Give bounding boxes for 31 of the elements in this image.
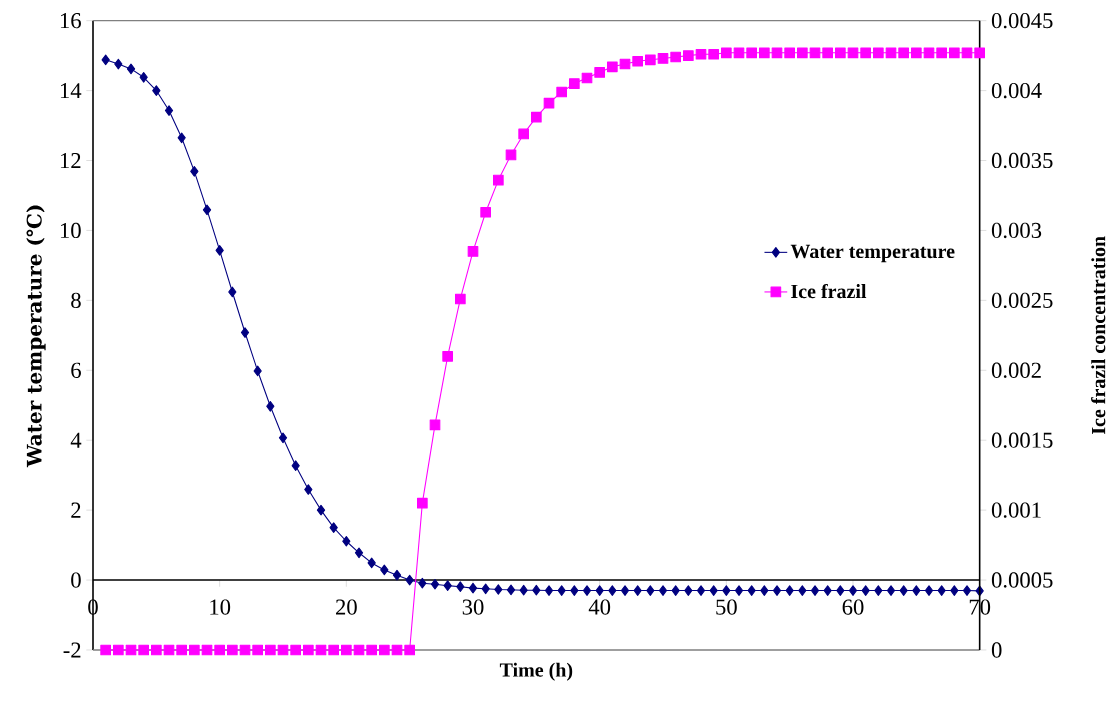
y-tick-label: 10 — [60, 222, 81, 239]
y-tick-label: -2 — [63, 642, 81, 658]
y2-tick-label: 0.004 — [991, 82, 1042, 99]
x-tick-label: 50 — [716, 599, 737, 615]
y-tick-label: 8 — [71, 292, 81, 309]
y2-tick-label: 0.002 — [991, 362, 1041, 378]
x-tick-label: 10 — [210, 599, 231, 615]
y2-tick-label: 0.0005 — [991, 572, 1053, 588]
y2-tick-label: 0.003 — [991, 222, 1042, 239]
x-tick-label: 20 — [336, 599, 357, 615]
y2-tick-label: 0.0015 — [991, 432, 1053, 448]
legend-label: Water temperature — [790, 244, 955, 263]
x-tick-label: 60 — [842, 599, 864, 615]
y-tick-label: 6 — [71, 362, 81, 378]
y2-tick-label: 0.001 — [991, 502, 1041, 518]
x-tick-label: 30 — [462, 599, 484, 615]
x-tick-label: 40 — [588, 599, 611, 615]
y2-tick-label: 0.0025 — [991, 292, 1053, 309]
y-tick-label: 14 — [60, 83, 82, 99]
y-tick-label: 12 — [60, 153, 81, 169]
y-tick-label: 16 — [60, 13, 81, 29]
y-axis-title: Water temperature (℃) — [26, 205, 46, 468]
y2-tick-label: 0 — [991, 642, 1002, 658]
y2-tick-label: 0.0045 — [991, 12, 1053, 29]
y2-axis-title: Ice frazil concentration — [1091, 236, 1106, 435]
y-tick-label: 4 — [70, 432, 82, 448]
legend-label: Ice frazil — [791, 283, 867, 299]
y-tick-label: 2 — [71, 502, 81, 518]
y-tick-label: 0 — [71, 572, 81, 588]
y2-tick-label: 0.0035 — [991, 152, 1053, 169]
x-axis-title: Time (h) — [499, 662, 573, 681]
